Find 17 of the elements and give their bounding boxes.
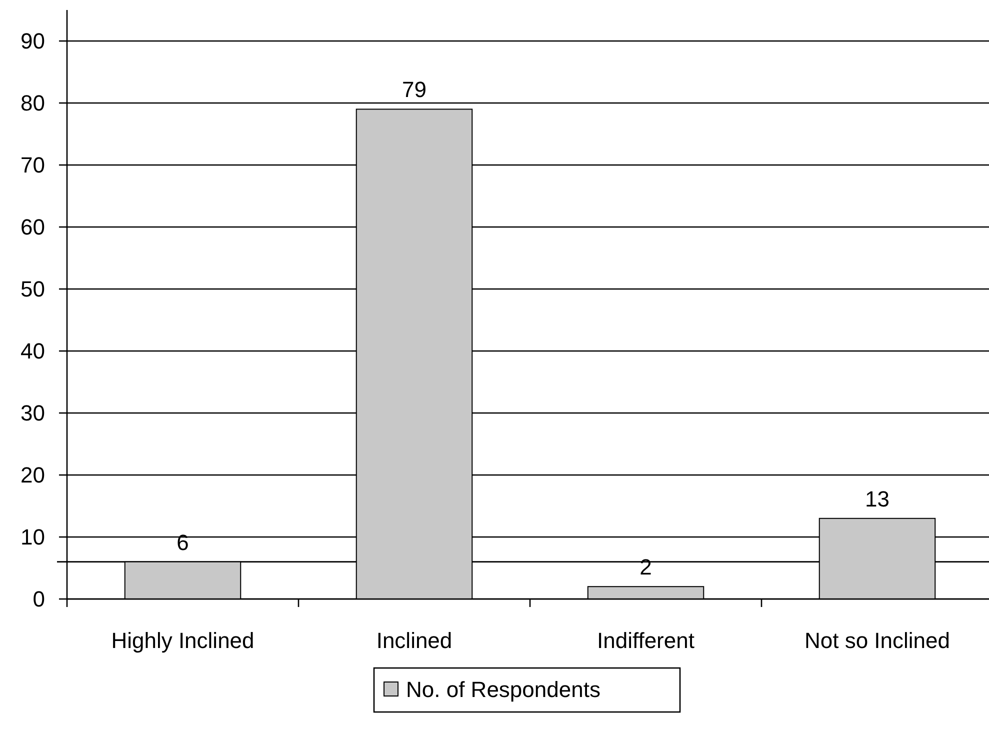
y-tick-label: 0 xyxy=(32,586,45,612)
y-tick-label: 50 xyxy=(20,276,45,302)
y-tick-label: 20 xyxy=(20,462,45,488)
x-tick-label: Indifferent xyxy=(597,628,694,653)
y-tick-label: 10 xyxy=(20,524,45,550)
y-tick-label: 60 xyxy=(20,214,45,240)
data-label: 13 xyxy=(865,486,890,512)
y-tick-label: 30 xyxy=(20,400,45,426)
legend-label: No. of Respondents xyxy=(406,677,600,702)
x-tick-label: Not so Inclined xyxy=(804,628,950,653)
x-tick-label: Highly Inclined xyxy=(111,628,254,653)
y-tick-label: 70 xyxy=(20,152,45,178)
x-tick-label: Inclined xyxy=(376,628,452,653)
y-tick-label: 90 xyxy=(20,28,45,54)
data-label: 79 xyxy=(402,77,426,102)
y-tick-label: 40 xyxy=(20,338,45,364)
y-tick-label: 80 xyxy=(20,90,45,116)
